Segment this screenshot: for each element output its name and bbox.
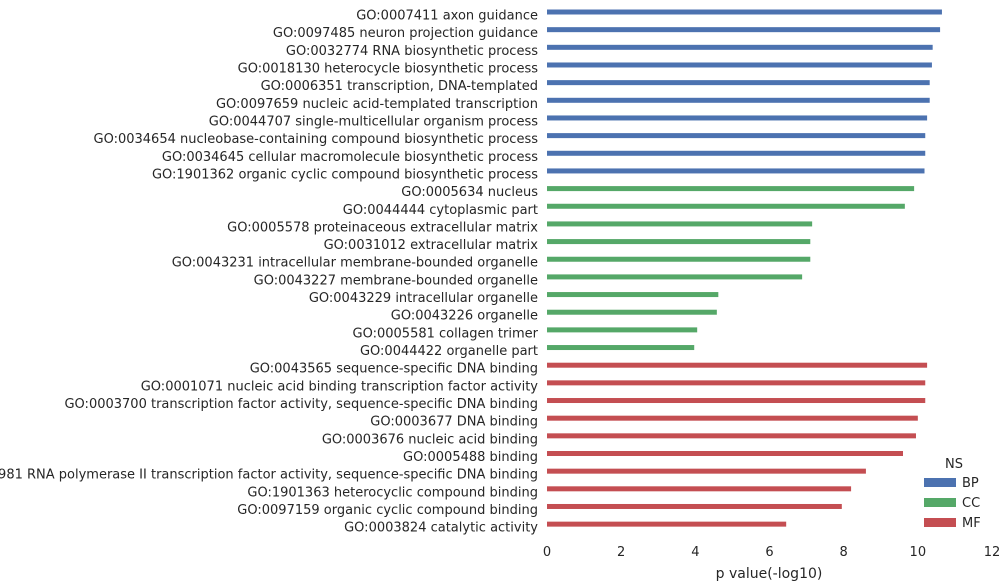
legend-label-bp: BP [962,476,979,491]
bar-cc-19 [547,345,695,351]
category-label: GO:0097659 nucleic acid-templated transc… [216,97,538,112]
bar-cc-10 [547,186,915,192]
bar-mf-27 [547,486,852,492]
legend-label-mf: MF [962,516,981,531]
bar-cc-15 [547,274,803,280]
bar-bp-9 [547,168,925,174]
x-tick-label: 4 [691,545,699,560]
x-tick-label: 2 [617,545,625,560]
bar-bp-5 [547,97,930,103]
bar-bp-3 [547,62,932,68]
bar-cc-13 [547,239,811,245]
bars-group [547,9,942,527]
bar-bp-6 [547,115,928,121]
x-tick-label: 0 [543,545,551,560]
bar-cc-18 [547,327,698,333]
category-label: GO:0003676 nucleic acid binding [322,432,538,447]
x-tick-label: 10 [910,545,927,560]
bar-mf-29 [547,521,787,527]
category-label: GO:0044707 single-multicellular organism… [209,114,538,129]
bar-cc-12 [547,221,813,227]
bar-cc-14 [547,256,811,262]
x-tick-label: 12 [984,545,1001,560]
category-label: GO:0043229 intracellular organelle [309,291,538,306]
category-label: GO:0005578 proteinaceous extracellular m… [227,220,538,235]
category-labels-group: GO:0007411 axon guidance GO:0097485 neuro… [0,9,539,536]
category-label: GO:0032774 RNA biosynthetic process [286,44,538,59]
bar-bp-7 [547,133,926,139]
category-label: GO:0044422 organelle part [360,344,538,359]
category-label: GO:0007411 axon guidance [356,9,538,24]
category-label: GO:1901363 heterocyclic compound binding [247,485,538,500]
category-label: GO:0034654 nucleobase-containing compoun… [94,132,539,147]
legend: NS BP CC MF [924,457,981,531]
legend-swatch-cc [924,498,956,507]
category-label: GO:0003677 DNA binding [370,415,538,430]
bar-mf-26 [547,468,866,474]
category-label: GO:0097485 neuron projection guidance [273,26,538,41]
legend-swatch-mf [924,518,956,527]
category-label: GO:0000981 RNA polymerase II transcripti… [0,468,538,483]
category-label: GO:1901362 organic cyclic compound biosy… [152,167,538,182]
category-label: GO:0005581 collagen trimer [353,326,539,341]
x-tick-label: 8 [840,545,848,560]
category-label: GO:0005488 binding [403,450,538,465]
category-label: GO:0097159 organic cyclic compound bindi… [237,503,538,518]
bar-cc-17 [547,309,717,315]
x-tick-label: 6 [765,545,773,560]
category-label: GO:0043231 intracellular membrane-bounde… [172,256,538,271]
category-label: GO:0003700 transcription factor activity… [64,397,538,412]
x-tick-labels-group: 0 2 4 6 8 10 12 [543,545,1000,560]
bar-bp-8 [547,150,926,156]
bar-mf-28 [547,503,842,509]
category-label: GO:0043226 organelle [391,309,538,324]
bar-mf-22 [547,398,926,404]
category-label: GO:0043227 membrane-bounded organelle [254,273,538,288]
bar-cc-11 [547,203,905,209]
legend-title: NS [945,457,963,472]
category-label: GO:0018130 heterocycle biosynthetic proc… [238,61,539,76]
bar-mf-23 [547,415,918,421]
bar-cc-16 [547,292,719,298]
bar-bp-1 [547,27,941,33]
legend-label-cc: CC [962,496,980,511]
bar-bp-4 [547,80,930,86]
bar-bp-2 [547,44,933,50]
category-label: GO:0044444 cytoplasmic part [343,203,538,218]
category-label: GO:0043565 sequence-specific DNA binding [250,362,538,377]
category-label: GO:0031012 extracellular matrix [324,238,539,253]
category-label: GO:0003824 catalytic activity [344,521,538,536]
bar-mf-20 [547,362,928,368]
bar-mf-24 [547,433,916,439]
category-label: GO:0001071 nucleic acid binding transcri… [141,379,539,394]
category-label: GO:0006351 transcription, DNA-templated [261,79,538,94]
x-axis-title: p value(-log10) [716,566,823,582]
legend-swatch-bp [924,478,956,487]
category-label: GO:0005634 nucleus [401,185,538,200]
category-label: GO:0034645 cellular macromolecule biosyn… [162,150,538,165]
bar-mf-21 [547,380,926,386]
bar-bp-0 [547,9,942,15]
bar-mf-25 [547,451,903,456]
